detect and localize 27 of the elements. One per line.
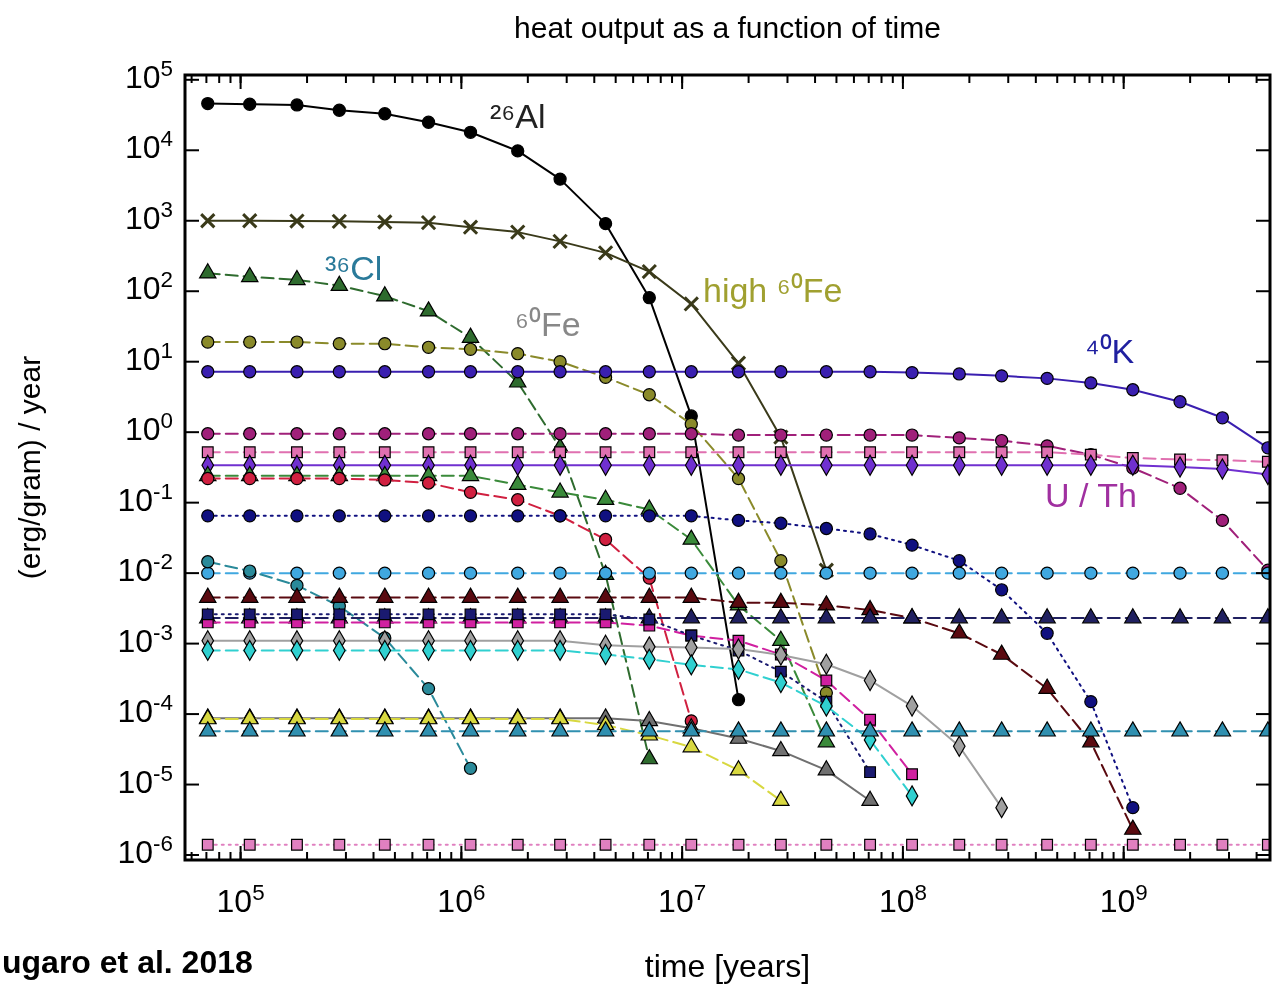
y-tick-label: 10$^{2}$ — [124, 266, 173, 307]
y-axis-title: (erg/gram) / year — [13, 355, 46, 580]
chart-title: heat output as a function of time — [514, 11, 941, 44]
y-tick-label: 10$^{-5}$ — [117, 760, 173, 800]
annotation: high ⁶⁰Fe — [703, 271, 843, 309]
annotation: U / Th — [1045, 476, 1137, 514]
y-tick-label: 10$^{1}$ — [124, 337, 173, 377]
y-tick-label: 10$^{5}$ — [124, 55, 173, 95]
y-tick-label: 10$^{0}$ — [124, 407, 173, 448]
y-tick-label: 10$^{4}$ — [124, 125, 173, 166]
y-tick-label: 10$^{-2}$ — [117, 548, 173, 589]
y-tick-label: 10$^{3}$ — [124, 196, 173, 236]
annotation: ³⁶Cl — [325, 249, 383, 287]
annotation: ⁶⁰Fe — [515, 305, 581, 343]
annotation: ²⁶Al — [490, 97, 546, 135]
x-tick-label: 10$^{9}$ — [1099, 879, 1148, 919]
text: ugaro et al. 2018 — [2, 944, 253, 980]
x-tick-label: 10$^{5}$ — [216, 879, 265, 919]
x-axis-title: time [years] — [644, 948, 811, 984]
y-tick-label: 10$^{-6}$ — [117, 830, 173, 871]
x-tick-label: 10$^{8}$ — [878, 879, 927, 919]
y-tick-label: 10$^{-3}$ — [117, 619, 173, 659]
y-tick-label: 10$^{-1}$ — [117, 478, 173, 518]
x-tick-label: 10$^{7}$ — [658, 879, 707, 919]
x-tick-label: 10$^{6}$ — [437, 879, 486, 919]
annotation: ⁴⁰K — [1085, 332, 1135, 370]
y-tick-label: 10$^{-4}$ — [117, 689, 173, 730]
